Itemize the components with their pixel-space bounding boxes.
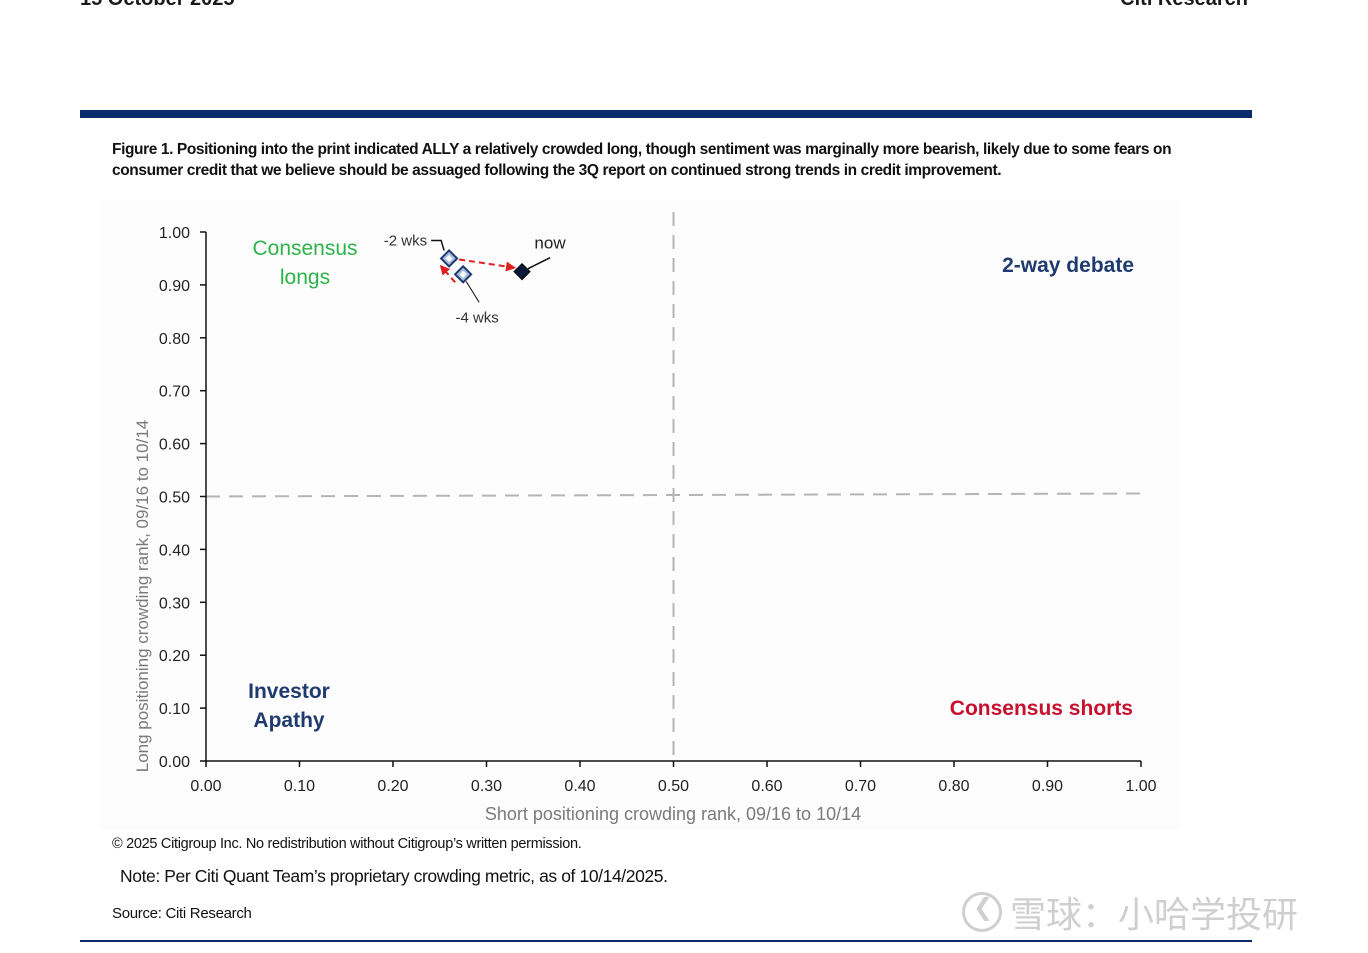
arrow-4wks xyxy=(439,264,456,283)
y-tick-label: 0.80 xyxy=(159,331,190,348)
axes xyxy=(200,231,1142,767)
reference-lines xyxy=(205,212,1142,761)
report-brand: Citi Research xyxy=(1120,0,1248,11)
x-tick-label: 0.40 xyxy=(564,778,595,795)
quadrant-label-investor-apathy-line2: Apathy xyxy=(253,709,324,732)
quadrant-label-consensus-shorts: Consensus shorts xyxy=(950,697,1133,720)
bottom-rule xyxy=(80,940,1252,942)
y-tick-label: 0.10 xyxy=(159,701,190,718)
x-axis-label: Short positioning crowding rank, 09/16 t… xyxy=(485,804,861,824)
y-tick-label: 0.60 xyxy=(159,437,190,454)
quadrant-label-consensus-longs-line1: Consensus xyxy=(252,237,357,260)
y-tick-label: 0.40 xyxy=(159,542,190,559)
x-tick-label: 1.00 xyxy=(1125,778,1156,795)
watermark: 雪球：小哈学投研 xyxy=(962,886,1298,938)
snowball-logo-icon xyxy=(962,892,1002,932)
point-inner xyxy=(459,270,467,278)
data-marks: -2 wks -4 wks now xyxy=(384,232,567,326)
top-rule xyxy=(80,110,1252,118)
quadrant-label-consensus-longs-line2: longs xyxy=(280,266,330,289)
report-date: 15 October 2025 xyxy=(80,0,235,11)
watermark-text: 雪球：小哈学投研 xyxy=(1010,895,1299,936)
y-axis-label: Long positioning crowding rank, 09/16 to… xyxy=(133,420,152,773)
x-tick-label: 0.20 xyxy=(377,778,408,795)
x-tick-labels: 0.00 0.10 0.20 0.30 0.40 0.50 0.60 0.70 0.80 0.90… xyxy=(190,778,1156,795)
y-tick-label: 1.00 xyxy=(159,225,190,242)
point-inner xyxy=(445,254,453,262)
point-now xyxy=(513,262,531,281)
y-tick-label: 0.00 xyxy=(159,754,190,771)
x-tick-label: 0.90 xyxy=(1032,778,1063,795)
x-tick-label: 0.00 xyxy=(190,778,221,795)
copyright-notice: © 2025 Citigroup Inc. No redistribution … xyxy=(112,836,582,852)
y-tick-label: 0.70 xyxy=(159,384,190,401)
y-tick-labels: 0.00 0.10 0.20 0.30 0.40 0.50 0.60 0.70 0.80 0.90… xyxy=(159,225,190,771)
x-tick-label: 0.30 xyxy=(471,778,502,795)
label-2wks: -2 wks xyxy=(384,232,427,249)
scatter-chart: 0.00 0.10 0.20 0.30 0.40 0.50 0.60 0.70 0.80 0.90… xyxy=(100,200,1180,830)
horizontal-reference-line xyxy=(205,492,1142,498)
figure-caption: Figure 1. Positioning into the print ind… xyxy=(112,141,1172,179)
leader-2wks xyxy=(431,239,445,251)
x-tick-label: 0.60 xyxy=(751,778,782,795)
x-tick-label: 0.70 xyxy=(845,778,876,795)
quadrant-label-investor-apathy-line1: Investor xyxy=(248,680,330,703)
x-tick-label: 0.50 xyxy=(658,778,689,795)
y-tick-label: 0.20 xyxy=(159,648,190,665)
leader-4wks xyxy=(465,281,480,303)
x-tick-label: 0.10 xyxy=(284,778,315,795)
y-tick-label: 0.30 xyxy=(159,595,190,612)
x-tick-label: 0.80 xyxy=(938,778,969,795)
chart-background xyxy=(100,200,1180,830)
leader-now xyxy=(527,257,551,270)
y-tick-label: 0.90 xyxy=(159,278,190,295)
quadrant-label-two-way-debate: 2-way debate xyxy=(1002,254,1134,277)
label-now: now xyxy=(534,234,566,253)
source-line: Source: Citi Research xyxy=(112,905,252,922)
label-4wks: -4 wks xyxy=(455,309,498,326)
footnote: Note: Per Citi Quant Team’s proprietary … xyxy=(120,866,668,886)
y-tick-label: 0.50 xyxy=(159,490,190,507)
